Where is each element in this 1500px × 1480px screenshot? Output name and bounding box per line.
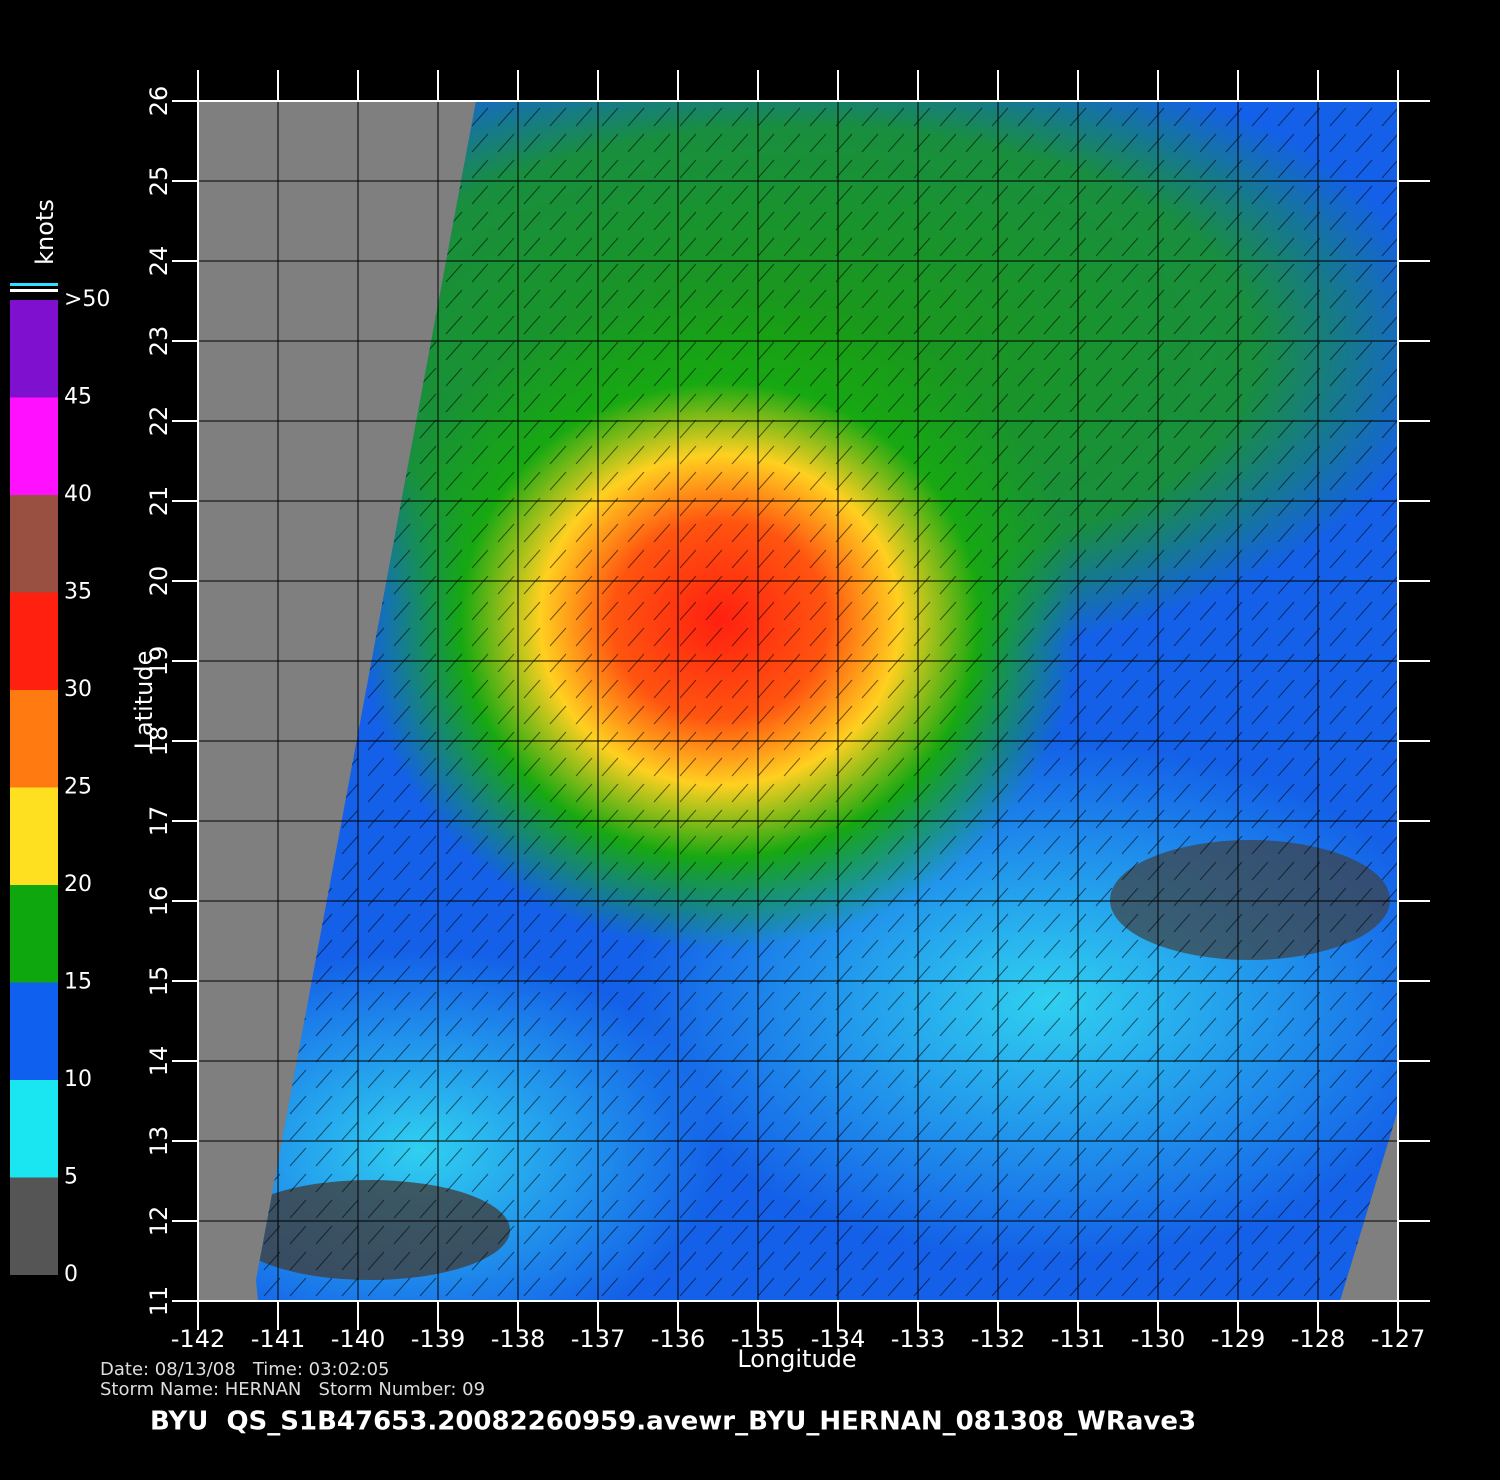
x-tick-label: -141 xyxy=(251,1325,305,1353)
colorbar-segment xyxy=(10,300,58,398)
plot-frame xyxy=(197,100,1399,1302)
x-tick-label: -132 xyxy=(971,1325,1025,1353)
wind-swath xyxy=(256,101,1398,1301)
y-tick-label: 23 xyxy=(145,326,173,357)
y-tick-label: 13 xyxy=(145,1126,173,1157)
colorbar-tick-label: 25 xyxy=(64,775,92,800)
x-tick-label: -131 xyxy=(1051,1325,1105,1353)
y-tick-label: 14 xyxy=(145,1046,173,1077)
colorbar-segment xyxy=(10,787,58,885)
x-tick-label: -140 xyxy=(331,1325,385,1353)
colorbar-tick-label: 35 xyxy=(64,580,92,605)
x-tick-label: -130 xyxy=(1131,1325,1185,1353)
colorbar-cap xyxy=(10,283,58,286)
colorbar-tick-label: 15 xyxy=(64,970,92,995)
footer-date: Date: 08/13/08 Time: 03:02:05 xyxy=(100,1359,390,1380)
y-tick-label: 16 xyxy=(145,886,173,917)
colorbar-tick-label: 45 xyxy=(64,385,92,410)
colorbar-tick-label: 5 xyxy=(64,1165,78,1190)
y-tick-label: 22 xyxy=(145,406,173,437)
colorbar-label: knots xyxy=(31,199,59,265)
colorbar-segment xyxy=(10,885,58,983)
x-tick-label: -128 xyxy=(1291,1325,1345,1353)
x-tick-label: -137 xyxy=(571,1325,625,1353)
colorbar-tick-label: 10 xyxy=(64,1067,92,1092)
y-tick-label: 25 xyxy=(145,166,173,197)
colorbar-tick-label: 30 xyxy=(64,677,92,702)
y-tick-label: 12 xyxy=(145,1206,173,1237)
colorbar-segment xyxy=(10,495,58,593)
colorbar-segment xyxy=(10,1177,58,1275)
y-tick-label: 26 xyxy=(145,86,173,117)
y-tick-label: 19 xyxy=(145,646,173,677)
x-tick-label: -133 xyxy=(891,1325,945,1353)
colorbar-segment xyxy=(10,592,58,690)
footer-storm: Storm Name: HERNAN Storm Number: 09 xyxy=(100,1379,485,1400)
colorbar-segment xyxy=(10,982,58,1080)
x-tick-label: -136 xyxy=(651,1325,705,1353)
x-tick-label: -139 xyxy=(411,1325,465,1353)
y-tick-label: 11 xyxy=(145,1286,173,1317)
colorbar-segment xyxy=(10,397,58,495)
y-tick-label: 18 xyxy=(145,726,173,757)
y-tick-label: 20 xyxy=(145,566,173,597)
y-tick-label: 17 xyxy=(145,806,173,837)
x-tick-label: -138 xyxy=(491,1325,545,1353)
colorbar-segment xyxy=(10,1080,58,1178)
colorbar-tick-label: 20 xyxy=(64,872,92,897)
colorbar-cap xyxy=(10,289,58,292)
y-tick-label: 15 xyxy=(145,966,173,997)
x-tick-label: -135 xyxy=(731,1325,785,1353)
colorbar-segment xyxy=(10,690,58,788)
x-tick-label: -134 xyxy=(811,1325,865,1353)
footer-file: BYU QS_S1B47653.20082260959.avewr_BYU_HE… xyxy=(150,1407,1196,1437)
x-tick-label: -129 xyxy=(1211,1325,1265,1353)
colorbar-tick-label: >50 xyxy=(64,287,110,312)
x-tick-label: -127 xyxy=(1371,1325,1425,1353)
y-tick-label: 21 xyxy=(145,486,173,517)
colorbar-tick-label: 0 xyxy=(64,1262,78,1287)
x-tick-label: -142 xyxy=(171,1325,225,1353)
x-axis-label: Longitude xyxy=(737,1345,856,1373)
y-tick-label: 24 xyxy=(145,246,173,277)
y-axis-label: Latitude xyxy=(130,651,158,750)
colorbar-tick-label: 40 xyxy=(64,482,92,507)
